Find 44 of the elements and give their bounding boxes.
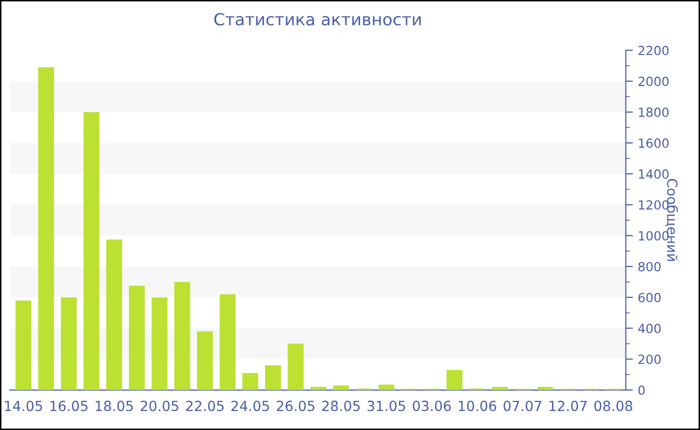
bar [60,297,77,390]
x-tick-label: 18.05 [96,400,133,412]
x-tick-label: 31.05 [368,400,406,412]
y-tick-label: 2200 [638,46,669,56]
y-tick-label: 400 [638,324,661,334]
bar [333,385,349,390]
bar [106,239,122,390]
bar [265,365,281,390]
bar [128,286,145,390]
bar [174,282,190,390]
bar [196,331,213,390]
bar [537,386,554,390]
x-tick-label: 20.05 [140,400,178,412]
y-tick-label: 200 [638,354,661,364]
bar [492,386,508,390]
x-tick-label: 28.05 [322,400,360,412]
x-tick-label: 10.06 [458,400,496,412]
y-tick-label: 0 [638,385,645,395]
bar [220,294,236,390]
bar [84,112,100,390]
x-tick-label: 26.05 [276,400,314,412]
chart-title: Статистика активности [214,12,421,26]
y-tick-label: 1400 [638,169,669,179]
bar [288,344,304,390]
x-tick-label: 16.05 [50,400,88,412]
bar [15,300,32,390]
y-tick-label: 1600 [638,138,669,148]
bar [242,373,258,390]
bar [38,67,54,390]
x-tick-label: 08.08 [594,400,632,412]
bar [310,386,326,390]
bar [378,384,394,390]
x-tick-label: 07.07 [504,400,542,412]
y-tick-label: 2000 [638,76,669,86]
bar [152,297,168,390]
y-tick-label: 800 [638,262,661,272]
x-tick-label: 12.07 [550,400,587,412]
x-tick-label: 22.05 [186,400,224,412]
x-tick-label: 24.05 [231,400,269,412]
y-tick-label: 1800 [638,108,669,117]
x-tick-label: 14.05 [5,400,42,412]
x-tick-label: 03.06 [412,400,451,412]
bar [446,370,462,390]
y-tick-label: 600 [638,292,661,302]
